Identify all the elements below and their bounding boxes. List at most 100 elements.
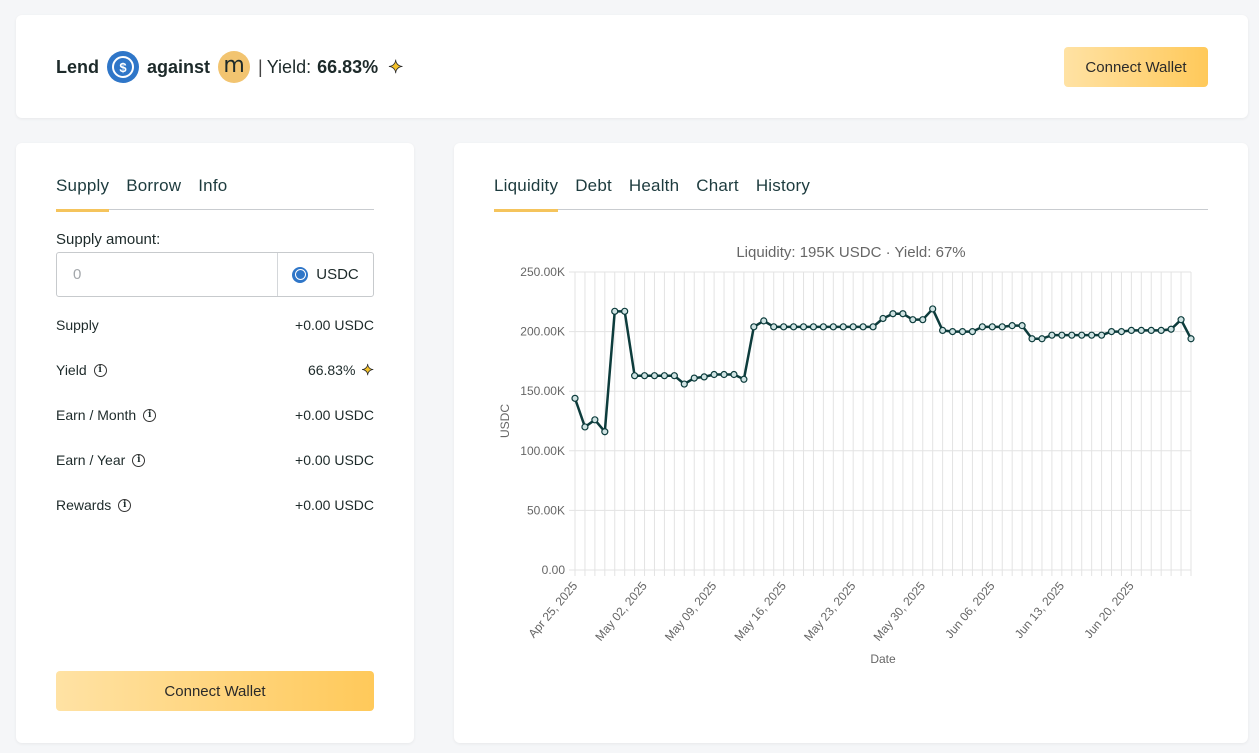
data-point: [958, 327, 967, 336]
tab-health[interactable]: Health: [628, 176, 680, 195]
data-point: [690, 374, 698, 382]
x-tick-label: May 02, 2025: [592, 579, 650, 644]
page-title: Lend $ against m | Yield: 66.83% ✦: [56, 50, 404, 84]
data-point: [760, 317, 768, 325]
data-point: [670, 372, 678, 380]
sparkle-icon: ✦: [361, 362, 374, 380]
data-point: [1137, 326, 1145, 335]
data-point: [839, 323, 847, 331]
info-icon[interactable]: i: [93, 363, 107, 377]
summary-row-earn-year: Earn / Year i +0.00 USDC: [56, 450, 374, 470]
row-value: 66.83%: [307, 362, 356, 378]
data-point: [650, 372, 659, 380]
info-icon[interactable]: i: [118, 498, 132, 512]
y-tick-label: 50.00K: [527, 503, 565, 517]
data-point: [929, 305, 937, 313]
data-point: [710, 370, 718, 379]
x-tick-label: May 23, 2025: [801, 579, 859, 644]
data-point: [621, 307, 629, 315]
m-coin-icon: m: [218, 51, 251, 83]
data-point: [660, 372, 669, 380]
yield-value: 66.83%: [317, 56, 379, 77]
info-icon[interactable]: i: [132, 453, 146, 467]
x-axis-label: Date: [870, 652, 896, 666]
data-point: [730, 370, 738, 379]
supply-amount-label: Supply amount:: [56, 231, 161, 248]
data-point: [1018, 322, 1026, 330]
row-label: Rewards: [56, 497, 112, 513]
tab-debt[interactable]: Debt: [575, 176, 612, 195]
data-point: [1117, 327, 1126, 336]
data-point: [968, 327, 977, 336]
data-point: [581, 423, 589, 431]
x-tick-label: Jun 06, 2025: [942, 579, 998, 641]
data-point: [859, 323, 867, 331]
data-point: [939, 326, 947, 335]
data-point: [809, 323, 818, 331]
tab-liquidity[interactable]: Liquidity: [494, 176, 559, 212]
summary-row-rewards: Rewards i +0.00 USDC: [56, 495, 374, 515]
tab-supply[interactable]: Supply: [56, 176, 110, 212]
data-point: [1177, 316, 1185, 324]
data-point: [740, 375, 748, 383]
x-tick-label: May 09, 2025: [662, 579, 720, 644]
data-point: [1058, 331, 1066, 339]
data-point: [750, 323, 758, 331]
data-point: [948, 327, 957, 336]
lend-label: Lend: [56, 56, 99, 77]
data-point: [899, 310, 907, 318]
data-point: [1167, 325, 1175, 333]
data-point: [849, 323, 857, 331]
data-point: [1187, 335, 1195, 343]
summary-row-earn-month: Earn / Month i +0.00 USDC: [56, 405, 374, 425]
row-label: Earn / Month: [56, 407, 137, 423]
data-point: [780, 323, 788, 331]
row-value: +0.00 USDC: [295, 497, 374, 513]
summary-row-yield: Yield i 66.83% ✦: [56, 360, 374, 380]
data-point: [819, 323, 827, 331]
data-point: [879, 314, 887, 323]
connect-wallet-button[interactable]: Connect Wallet: [1064, 47, 1208, 87]
data-point: [1028, 335, 1036, 343]
chart-tabs: Liquidity Debt Health Chart History: [494, 176, 1208, 212]
data-point: [680, 380, 688, 388]
supply-panel: Supply Borrow Info Supply amount: USDC S…: [16, 143, 414, 743]
data-point: [601, 428, 609, 436]
y-tick-label: 0.00: [542, 563, 566, 577]
chart-title: Liquidity: 195K USDC · Yield: 67%: [736, 244, 966, 261]
title-separator: |: [258, 56, 263, 77]
data-point: [1088, 331, 1096, 339]
row-value: +0.00 USDC: [295, 407, 374, 423]
row-label: Earn / Year: [56, 452, 126, 468]
data-point: [829, 323, 837, 331]
supply-summary: Supply +0.00 USDC Yield i 66.83% ✦ Earn / …: [56, 315, 374, 540]
tab-chart[interactable]: Chart: [696, 176, 739, 195]
y-tick-label: 200.00K: [520, 325, 565, 339]
data-point: [1038, 335, 1046, 343]
info-icon[interactable]: i: [143, 408, 157, 422]
data-point: [640, 372, 649, 380]
row-value: +0.00 USDC: [295, 452, 374, 468]
row-value: +0.00 USDC: [295, 317, 374, 333]
data-point: [889, 310, 897, 318]
y-tick-label: 250.00K: [520, 265, 565, 279]
row-label: Supply: [56, 317, 99, 333]
data-point: [1157, 326, 1165, 335]
sparkle-icon: ✦: [388, 56, 404, 77]
tab-borrow[interactable]: Borrow: [126, 176, 182, 195]
x-tick-label: Apr 25, 2025: [525, 579, 580, 641]
connect-wallet-button[interactable]: Connect Wallet: [56, 671, 374, 711]
data-point: [1008, 322, 1016, 330]
data-point: [720, 370, 728, 379]
data-point: [1097, 331, 1106, 339]
y-tick-label: 150.00K: [520, 384, 565, 398]
supply-amount-input[interactable]: [57, 253, 277, 296]
tab-history[interactable]: History: [755, 176, 811, 195]
data-point: [1078, 331, 1086, 339]
token-selector[interactable]: USDC: [277, 253, 373, 296]
data-point: [611, 307, 619, 315]
tab-info[interactable]: Info: [198, 176, 228, 195]
data-point: [1107, 327, 1116, 336]
supply-amount-field: USDC: [56, 252, 374, 297]
x-tick-label: Jun 20, 2025: [1081, 579, 1137, 641]
